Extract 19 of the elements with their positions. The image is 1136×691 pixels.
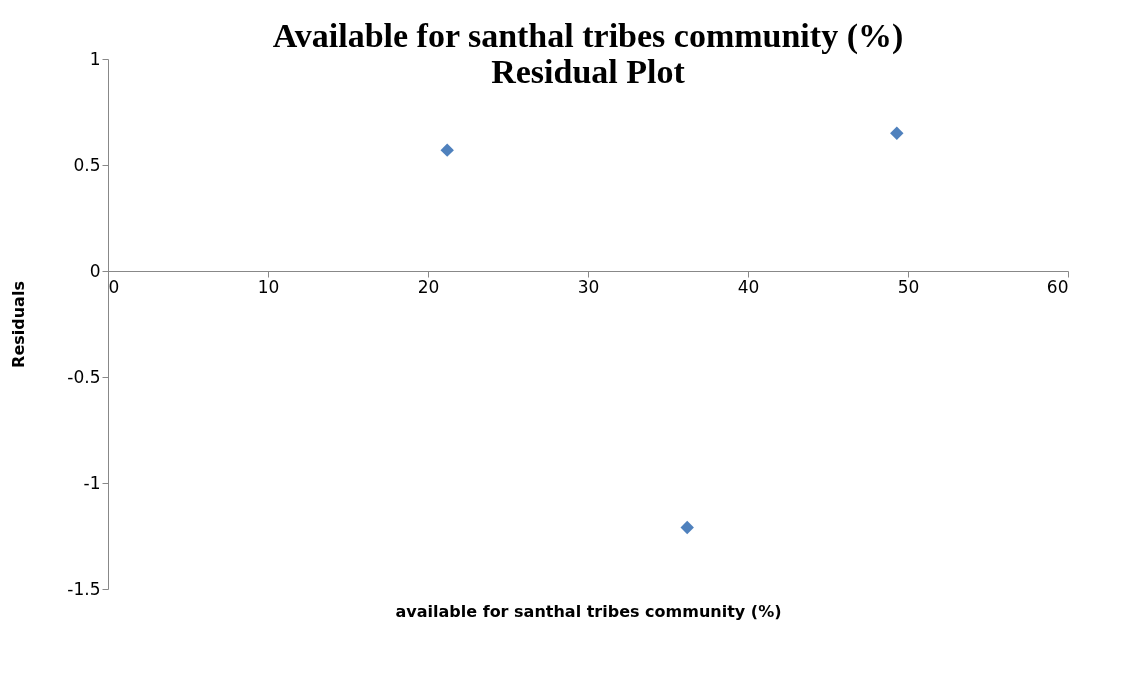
y-tick-label: -0.5 xyxy=(67,366,101,387)
x-tick-label: 40 xyxy=(737,276,760,297)
x-axis-title: available for santhal tribes community (%) xyxy=(395,601,782,621)
y-tick-label: 0 xyxy=(89,260,101,281)
y-tick-label: 0.5 xyxy=(73,154,101,175)
x-tick-label: 30 xyxy=(577,276,600,297)
x-tick-label: 20 xyxy=(417,276,440,297)
x-tick-label: 10 xyxy=(257,276,280,297)
x-tick-label: 0 xyxy=(108,276,120,297)
chart-title: Available for santhal tribes community (%) Residual Plot xyxy=(272,17,904,90)
y-axis-title: Residuals xyxy=(9,281,29,368)
point xyxy=(440,143,454,157)
y-tick-label: 1 xyxy=(89,48,101,69)
y-tick-label: -1.5 xyxy=(67,578,101,599)
x-tick-label: 60 xyxy=(1046,276,1069,297)
point xyxy=(890,126,904,140)
x-tick-label: 50 xyxy=(897,276,920,297)
y-tick-label: -1 xyxy=(83,472,101,493)
point xyxy=(680,520,694,535)
